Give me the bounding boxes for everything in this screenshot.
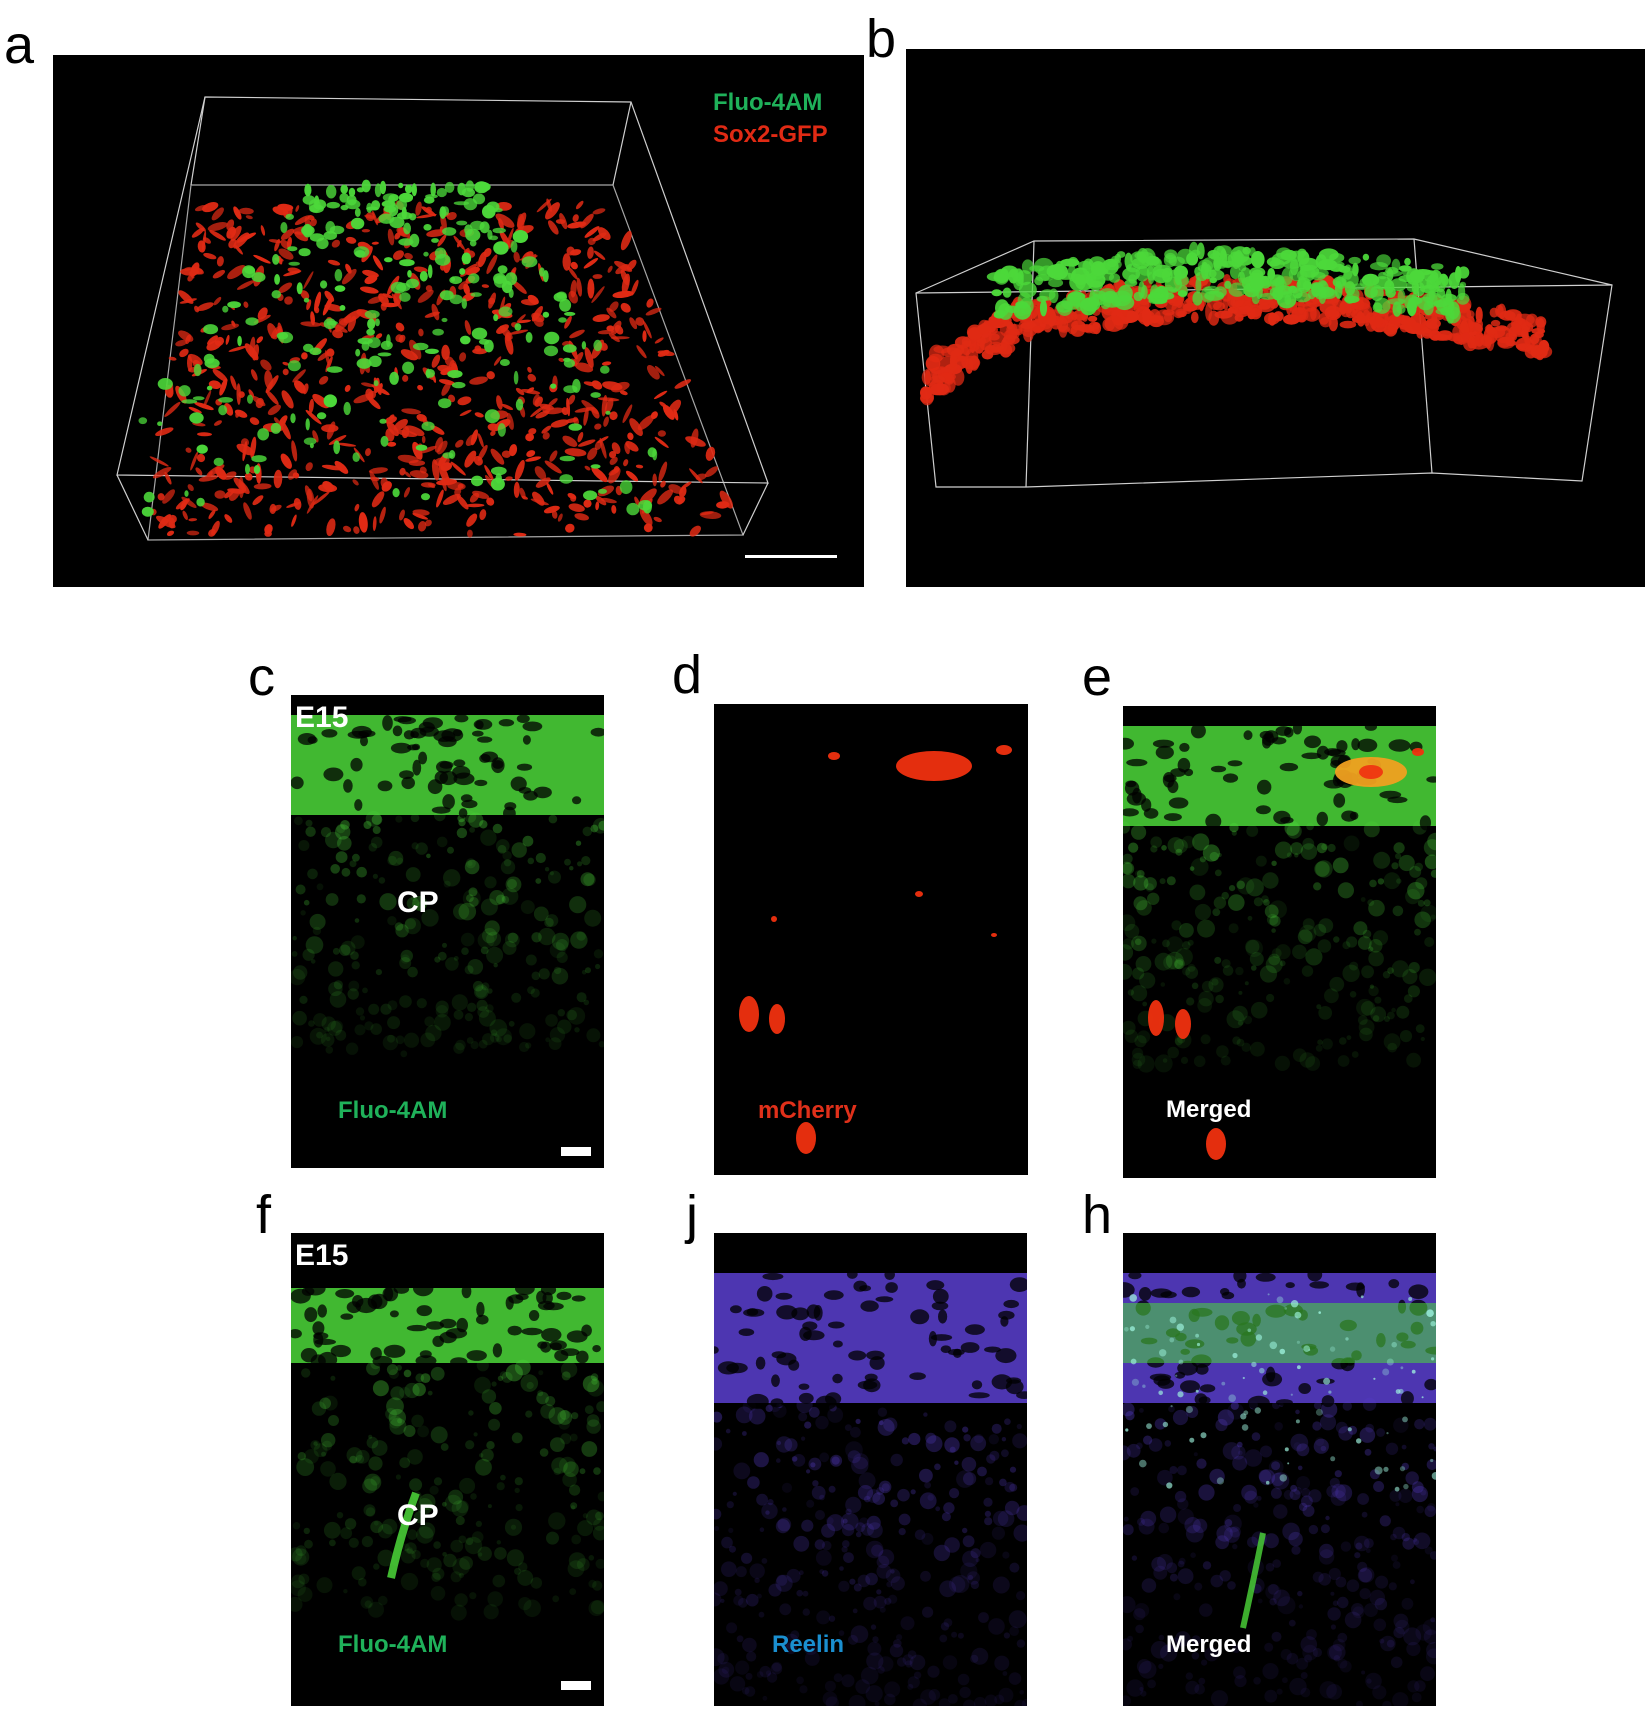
panel-letter-h: h	[1082, 1185, 1113, 1245]
stage-label: E15	[295, 1239, 349, 1272]
region-label-cp: CP	[397, 1499, 439, 1532]
panel-letter-f: f	[256, 1185, 272, 1245]
channel-label: Fluo-4AM	[338, 1097, 448, 1124]
panel-d-image	[739, 745, 1012, 1154]
channel-label: Fluo-4AM	[338, 1631, 448, 1658]
panel-e-image	[1123, 721, 1436, 1160]
panel-a-volume-render	[116, 96, 769, 541]
panel-e-merged: Merged	[1123, 706, 1436, 1178]
fluo-4am-cells	[138, 179, 658, 517]
panel-d-mcherry: mCherry	[714, 704, 1028, 1175]
channel-label: Reelin	[772, 1631, 845, 1658]
channel-label: Merged	[1166, 1631, 1252, 1658]
panel-letter-b: b	[866, 9, 897, 69]
legend-fluo-4am: Fluo-4AM	[713, 89, 823, 116]
scale-bar-a	[745, 555, 837, 558]
panel-b-3d-side-view	[906, 49, 1645, 587]
panel-c-fluo-4am: E15 CP Fluo-4AM	[291, 695, 604, 1168]
panel-letter-e: e	[1082, 647, 1113, 707]
sox2-gfp-cells	[149, 198, 733, 538]
channel-label: mCherry	[758, 1097, 857, 1124]
panel-letter-c: c	[248, 647, 275, 707]
panel-h-image	[1123, 1267, 1436, 1706]
panel-f-image	[291, 1280, 604, 1621]
panel-c-image	[291, 714, 604, 1058]
panel-j-reelin: Reelin	[714, 1233, 1027, 1706]
panel-h-merged: Merged	[1123, 1233, 1436, 1706]
region-label-cp: CP	[397, 886, 439, 919]
panel-j-image	[714, 1269, 1027, 1706]
panel-letter-j: j	[686, 1185, 698, 1245]
panel-f-fluo-4am: E15 CP Fluo-4AM	[291, 1233, 604, 1706]
stage-label: E15	[295, 701, 349, 734]
scale-bar-c	[561, 1147, 591, 1156]
fluo-4am-layer	[986, 241, 1470, 324]
legend-sox2-gfp: Sox2-GFP	[713, 121, 828, 148]
scale-bar-f	[561, 1681, 591, 1690]
panel-letter-a: a	[4, 15, 35, 75]
panel-letter-d: d	[672, 645, 703, 705]
channel-label: Merged	[1166, 1096, 1252, 1123]
panel-a-3d-reconstruction: Fluo-4AM Sox2-GFP	[53, 55, 864, 587]
panel-b-volume-render	[915, 238, 1613, 488]
